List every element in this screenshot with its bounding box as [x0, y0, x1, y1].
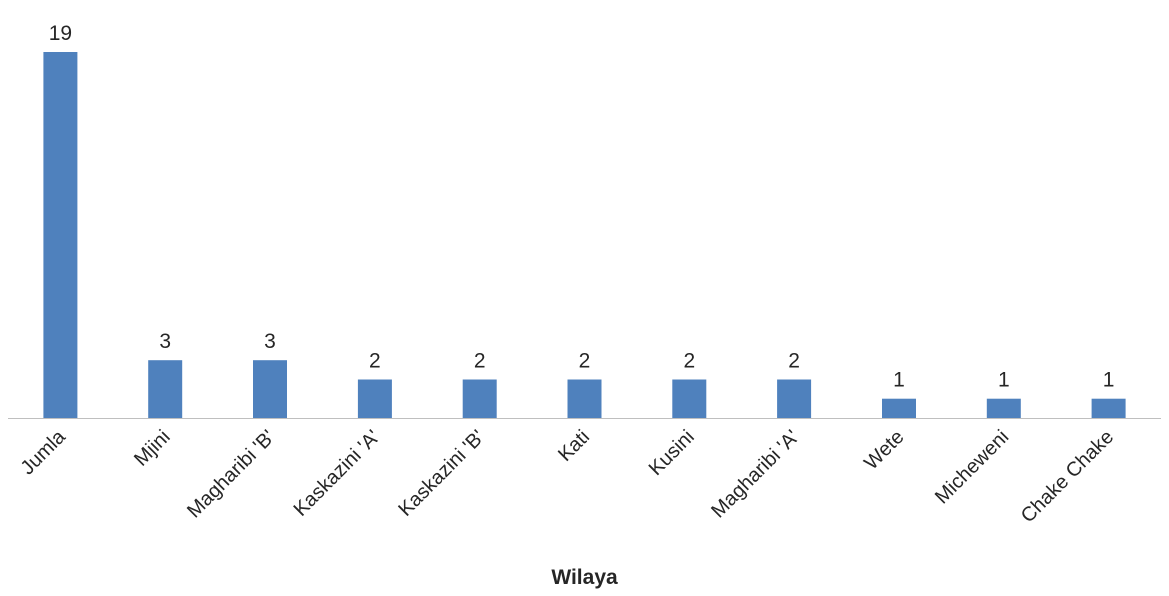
- data-label-0: 19: [49, 22, 72, 45]
- bar-6: [672, 379, 707, 418]
- x-tick-label-1: Mjini: [130, 426, 175, 471]
- x-tick-label-7: Magharibi 'A': [707, 426, 803, 522]
- data-label-1: 3: [159, 330, 171, 353]
- bar-5: [567, 379, 602, 418]
- data-label-10: 1: [1103, 369, 1115, 392]
- data-label-3: 2: [369, 350, 381, 373]
- x-tick-label-3: Kaskazini 'A': [290, 426, 385, 521]
- data-label-7: 2: [788, 350, 800, 373]
- bar-0: [43, 52, 78, 418]
- bar-7: [777, 379, 812, 418]
- data-label-5: 2: [579, 350, 591, 373]
- x-tick-labels-group: Jumla Mjini Magharibi 'B' Kaskazini 'A' Kask…: [17, 425, 1118, 527]
- x-tick-label-9: Micheweni: [931, 426, 1013, 508]
- data-label-4: 2: [474, 350, 486, 373]
- x-tick-label-5: Kati: [554, 426, 594, 466]
- bar-9: [986, 398, 1021, 418]
- data-label-2: 3: [264, 330, 276, 353]
- bar-1: [148, 360, 183, 418]
- bar-10: [1091, 398, 1126, 418]
- x-tick-label-4: Kaskazini 'B': [394, 426, 489, 521]
- bars-group: [43, 52, 1126, 418]
- data-labels-group: 19 3 3 2 2 2 2 2 1 1 1: [49, 22, 1115, 392]
- bar-4: [462, 379, 497, 418]
- x-tick-label-10: Chake Chake: [1017, 426, 1118, 527]
- x-axis-title: Wilaya: [551, 566, 618, 589]
- x-tick-label-0: Jumla: [17, 425, 71, 479]
- bar-2: [253, 360, 287, 418]
- data-label-6: 2: [683, 350, 695, 373]
- data-label-9: 1: [998, 369, 1010, 392]
- bar-8: [882, 398, 916, 418]
- data-label-8: 1: [893, 369, 905, 392]
- x-tick-label-6: Kusini: [645, 426, 699, 480]
- x-tick-label-8: Wete: [860, 426, 908, 474]
- bar-3: [357, 379, 392, 418]
- x-tick-label-2: Magharibi 'B': [183, 426, 279, 522]
